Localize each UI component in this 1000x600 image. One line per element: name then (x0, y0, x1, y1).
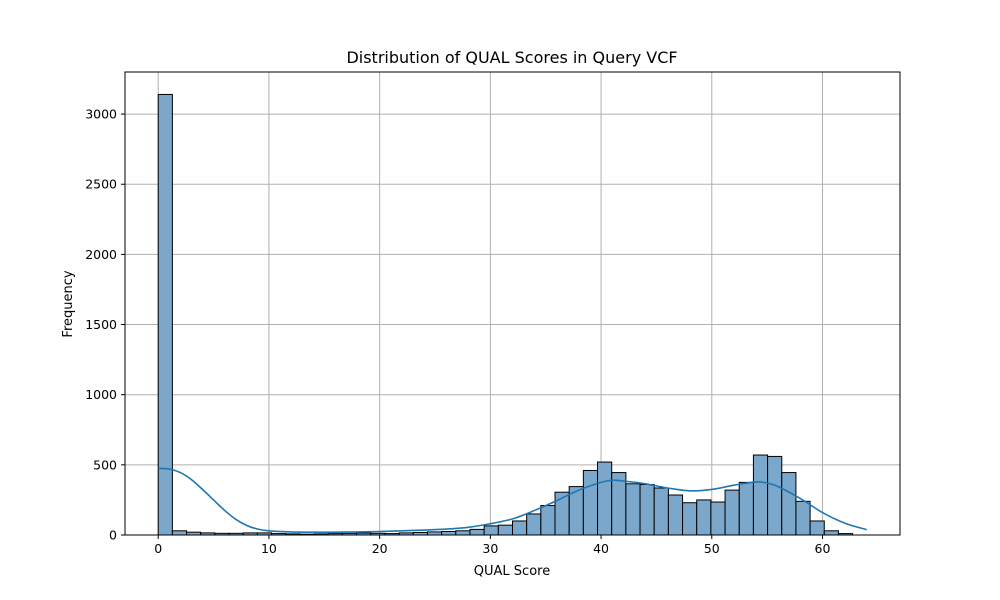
histogram-bars (157, 93, 854, 536)
histogram-bar (441, 530, 457, 536)
histogram-bar (653, 487, 669, 536)
histogram-bar (682, 502, 698, 536)
histogram-bar (540, 505, 556, 536)
kde-line (158, 467, 868, 534)
histogram-bar (455, 530, 471, 536)
x-tick-label: 30 (482, 541, 498, 556)
histogram-bar (597, 461, 613, 536)
x-tick-label: 50 (704, 541, 720, 556)
histogram-bar (781, 472, 797, 536)
y-tick-label: 1500 (85, 317, 117, 332)
histogram-bar (767, 455, 783, 536)
histogram-bar (497, 524, 514, 536)
histogram-bar (611, 472, 627, 536)
y-tick-label: 2500 (85, 177, 117, 192)
y-tick-label: 0 (109, 528, 117, 543)
x-axis-ticks: 0 10 20 30 40 50 60 (154, 535, 830, 556)
y-tick-label: 1000 (85, 387, 117, 402)
x-axis-label: QUAL Score (474, 564, 550, 579)
y-axis-ticks: 0 500 1000 1500 2000 2500 3000 (85, 107, 125, 543)
histogram-bar (724, 489, 740, 536)
histogram-bar (582, 469, 599, 536)
histogram-bar (752, 454, 769, 536)
histogram-bar (809, 520, 825, 536)
x-tick-label: 20 (372, 541, 388, 556)
histogram-bar (696, 499, 712, 536)
histogram-bar (639, 483, 655, 536)
histogram-bar (469, 528, 485, 536)
histogram-bar (512, 520, 528, 536)
x-tick-label: 60 (815, 541, 831, 556)
histogram-bar (795, 500, 811, 536)
histogram-bar (823, 530, 839, 536)
x-tick-label: 0 (154, 541, 162, 556)
y-tick-label: 500 (93, 457, 117, 472)
histogram-bar (526, 513, 542, 536)
histogram-bar (738, 481, 754, 536)
chart-title: Distribution of QUAL Scores in Query VCF (346, 48, 677, 67)
histogram-bar (625, 483, 641, 536)
y-tick-label: 2000 (85, 247, 117, 262)
x-tick-label: 40 (593, 541, 609, 556)
plot-frame (124, 71, 901, 536)
grid (125, 72, 900, 536)
y-tick-label: 3000 (85, 107, 117, 122)
y-axis-label: Frequency (61, 270, 76, 337)
histogram-bar (667, 494, 684, 536)
histogram-bar (171, 530, 188, 536)
x-tick-label: 10 (261, 541, 277, 556)
histogram-bar (483, 525, 499, 536)
histogram-bar (710, 501, 726, 536)
